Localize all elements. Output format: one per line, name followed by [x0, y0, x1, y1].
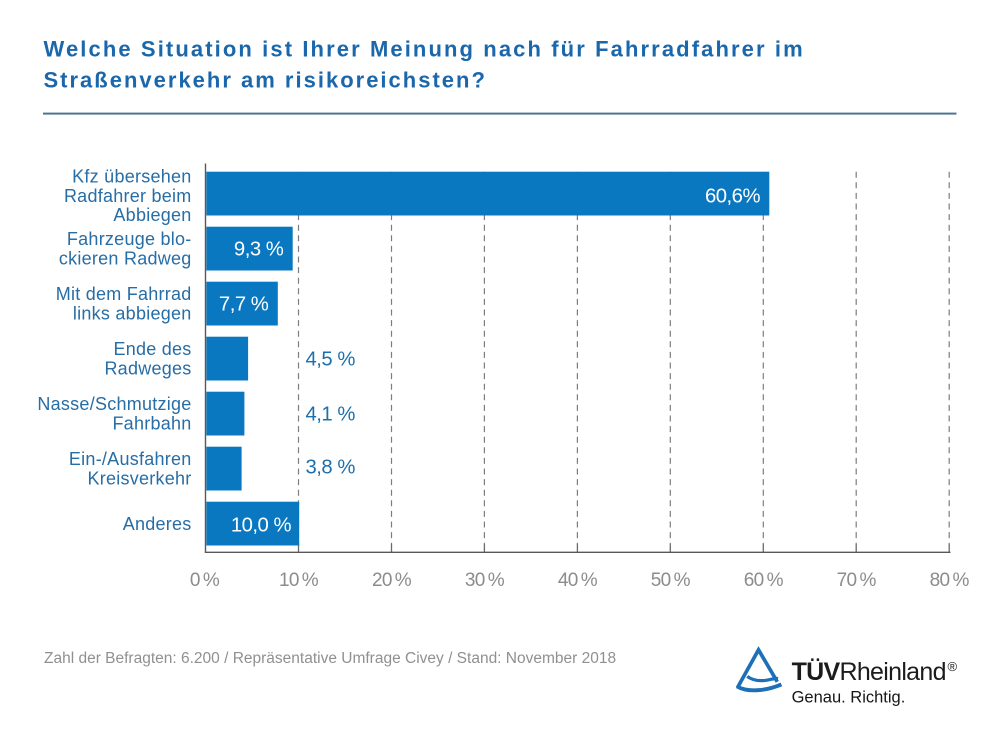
svg-text:Ende des: Ende des: [113, 339, 191, 359]
svg-text:Abbiegen: Abbiegen: [113, 205, 191, 225]
svg-text:Zahl der Befragten: 6.200 / Re: Zahl der Befragten: 6.200 / Repräsentati…: [44, 650, 616, 667]
svg-text:Straßenverkehr am risikoreichs: Straßenverkehr am risikoreichsten?: [44, 68, 487, 93]
svg-text:Kfz übersehen: Kfz übersehen: [72, 167, 191, 187]
svg-text:7,7 %: 7,7 %: [219, 293, 269, 315]
svg-text:9,3 %: 9,3 %: [234, 238, 284, 260]
svg-text:40 %: 40 %: [558, 570, 598, 591]
svg-text:50 %: 50 %: [651, 570, 691, 591]
svg-text:30 %: 30 %: [465, 570, 505, 591]
svg-text:4,5 %: 4,5 %: [306, 348, 356, 370]
svg-text:Nasse/Schmutzige: Nasse/Schmutzige: [37, 394, 191, 414]
svg-text:4,1 %: 4,1 %: [306, 404, 356, 426]
svg-text:Welche Situation ist Ihrer Mei: Welche Situation ist Ihrer Meinung nach …: [44, 36, 805, 61]
svg-text:80 %: 80 %: [930, 570, 970, 591]
svg-text:Fahrbahn: Fahrbahn: [112, 414, 191, 434]
svg-text:10,0 %: 10,0 %: [231, 515, 292, 537]
svg-text:10 %: 10 %: [279, 570, 319, 591]
svg-text:20 %: 20 %: [372, 570, 412, 591]
svg-text:0 %: 0 %: [190, 570, 220, 591]
svg-text:Fahrzeuge blo-: Fahrzeuge blo-: [67, 229, 192, 249]
svg-text:60 %: 60 %: [744, 570, 784, 591]
svg-text:Radfahrer beim: Radfahrer beim: [64, 186, 192, 206]
svg-text:Kreisverkehr: Kreisverkehr: [87, 469, 191, 489]
svg-text:Genau. Richtig.: Genau. Richtig.: [792, 689, 906, 707]
svg-text:®: ®: [948, 659, 958, 674]
svg-text:Anderes: Anderes: [123, 514, 192, 534]
svg-text:70 %: 70 %: [837, 570, 877, 591]
svg-text:links abbiegen: links abbiegen: [73, 304, 192, 324]
svg-text:ckieren Radweg: ckieren Radweg: [59, 249, 192, 269]
svg-text:TÜVRheinland: TÜVRheinland: [792, 657, 946, 686]
svg-text:Radweges: Radweges: [104, 359, 191, 379]
svg-text:Mit dem Fahrrad: Mit dem Fahrrad: [56, 284, 192, 304]
svg-text:3,8 %: 3,8 %: [306, 457, 356, 479]
svg-text:Ein-/Ausfahren: Ein-/Ausfahren: [69, 449, 192, 469]
svg-text:60,6%: 60,6%: [705, 185, 760, 207]
